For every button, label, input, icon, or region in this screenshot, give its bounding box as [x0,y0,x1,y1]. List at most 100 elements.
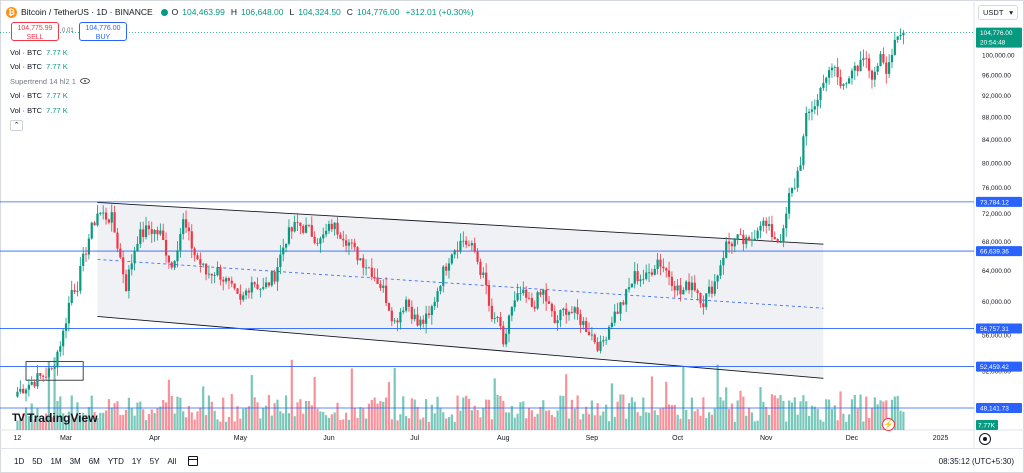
candle-body[interactable] [773,237,776,239]
candle-body[interactable] [639,279,642,282]
candle-body[interactable] [250,282,253,293]
candle-body[interactable] [793,187,796,189]
candle-body[interactable] [144,225,148,238]
candle-body[interactable] [84,253,88,255]
candle-body[interactable] [442,266,445,286]
candle-body[interactable] [679,285,682,295]
candle-body[interactable] [150,229,153,234]
candle-body[interactable] [110,212,113,223]
candle-body[interactable] [585,320,588,332]
candle-body[interactable] [762,220,765,226]
candle-body[interactable] [610,322,613,328]
candle-body[interactable] [799,165,802,171]
candle-body[interactable] [733,239,736,247]
level-price-badge[interactable] [976,403,1022,414]
candle-body[interactable] [673,286,676,291]
candle-body[interactable] [173,261,176,268]
candle-body[interactable] [836,66,839,77]
candle-body[interactable] [313,236,316,243]
candle-body[interactable] [142,229,145,238]
candle-body[interactable] [119,248,122,258]
candle-body[interactable] [885,62,888,74]
candle-body[interactable] [284,243,288,248]
candle-body[interactable] [636,271,639,282]
candle-body[interactable] [770,224,774,238]
candle-body[interactable] [676,285,679,291]
sell-button[interactable]: 104,775.99 SELL [11,22,59,41]
channel-upper-line[interactable] [97,202,824,245]
candle-body[interactable] [565,308,568,315]
candle-body[interactable] [545,289,548,302]
candle-body[interactable] [433,301,436,307]
level-price-badge[interactable] [976,323,1022,334]
candle-body[interactable] [685,281,688,290]
candle-body[interactable] [310,225,313,237]
candle-body[interactable] [507,315,511,334]
candle-body[interactable] [787,193,791,214]
candle-body[interactable] [576,307,579,315]
candle-body[interactable] [562,308,565,311]
candle-body[interactable] [170,262,173,268]
candle-body[interactable] [850,70,854,79]
candle-body[interactable] [187,227,191,232]
candle-body[interactable] [233,283,236,289]
candle-body[interactable] [593,334,596,343]
candle-body[interactable] [559,310,562,321]
candle-body[interactable] [156,229,159,235]
candle-body[interactable] [656,259,659,269]
candle-body[interactable] [785,213,788,229]
candle-body[interactable] [79,265,82,291]
candle-body[interactable] [62,330,65,347]
candle-body[interactable] [22,388,25,394]
candle-body[interactable] [342,238,345,241]
candle-body[interactable] [556,320,559,324]
candle-body[interactable] [199,259,202,265]
candle-body[interactable] [70,290,73,304]
candle-body[interactable] [828,70,831,78]
candle-body[interactable] [630,283,633,288]
candle-body[interactable] [865,58,868,60]
candle-body[interactable] [890,54,894,63]
candle-body[interactable] [570,312,573,313]
candle-body[interactable] [896,36,899,40]
candle-body[interactable] [810,109,814,112]
candle-body[interactable] [299,222,302,227]
candle-body[interactable] [16,391,19,397]
candle-body[interactable] [356,247,359,261]
candle-body[interactable] [450,254,453,264]
volume-value-badge[interactable] [976,420,998,430]
candle-body[interactable] [96,213,99,226]
candle-body[interactable] [362,258,365,268]
candle-body[interactable] [402,310,405,313]
candle-body[interactable] [696,290,699,293]
candle-body[interactable] [856,65,859,72]
candle-body[interactable] [159,230,162,235]
candle-body[interactable] [833,66,836,68]
candle-body[interactable] [705,293,708,308]
candle-body[interactable] [873,71,876,80]
candle-body[interactable] [710,286,714,294]
candle-body[interactable] [616,311,619,314]
candle-body[interactable] [179,233,182,251]
candle-body[interactable] [104,212,108,220]
candle-body[interactable] [530,297,533,307]
candle-body[interactable] [719,265,722,276]
candle-body[interactable] [373,276,376,278]
legend-row-volume[interactable]: Vol · BTC 7.77 K [10,60,90,75]
candle-body[interactable] [385,285,388,304]
candle-body[interactable] [893,39,896,55]
candle-body[interactable] [756,230,759,239]
flash-icon[interactable]: ⚡ [882,418,895,431]
candle-body[interactable] [510,307,513,316]
candle-body[interactable] [319,238,322,244]
timeframe-3m[interactable]: 3M [69,456,81,466]
candle-body[interactable] [599,341,602,351]
candle-body[interactable] [56,351,59,368]
candle-body[interactable] [30,381,33,385]
candle-body[interactable] [379,284,382,288]
candle-body[interactable] [516,293,519,301]
candle-body[interactable] [99,212,102,214]
candle-body[interactable] [462,240,465,242]
candle-body[interactable] [202,263,205,265]
candle-body[interactable] [550,303,553,312]
